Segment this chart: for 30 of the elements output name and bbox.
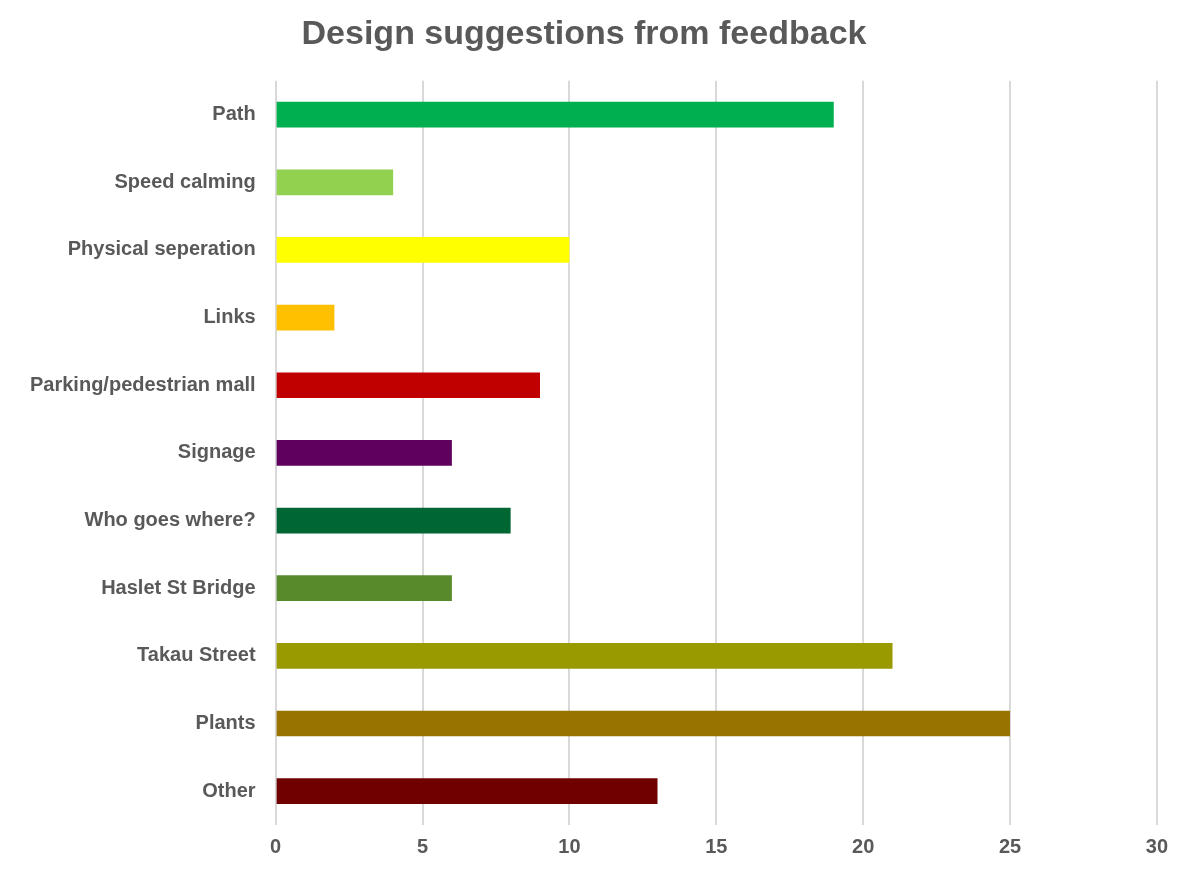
x-tick-label: 5	[416, 834, 429, 857]
x-tick-label: 10	[558, 834, 581, 857]
bar	[276, 710, 1010, 737]
y-tick-label: Signage	[177, 440, 256, 463]
y-tick-label: Links	[203, 305, 256, 328]
x-tick-label: 20	[852, 834, 875, 857]
y-tick-label: Plants	[195, 711, 256, 734]
x-tick-label: 30	[1145, 834, 1168, 857]
bar	[276, 575, 452, 602]
y-tick-label: Parking/pedestrian mall	[29, 372, 256, 395]
y-tick-label: Physical seperation	[67, 237, 256, 260]
x-tick-label: 15	[705, 834, 728, 857]
y-tick-label: Haslet St Bridge	[101, 575, 256, 598]
chart-title: Design suggestions from feedback	[301, 12, 867, 51]
bar	[276, 372, 541, 399]
bar	[276, 778, 658, 805]
bar	[276, 440, 452, 466]
bar	[276, 101, 834, 128]
bar	[276, 643, 893, 669]
x-tick-label: 25	[998, 834, 1022, 857]
bar	[276, 304, 335, 331]
x-tick-label: 0	[270, 834, 282, 857]
y-tick-label: Path	[212, 102, 256, 125]
y-tick-label: Other	[202, 778, 256, 801]
bar	[276, 507, 511, 534]
bar	[276, 169, 394, 196]
y-tick-label: Who goes where?	[84, 508, 256, 531]
bar	[276, 237, 570, 263]
y-tick-label: Takau Street	[137, 643, 256, 666]
y-tick-label: Speed calming	[114, 169, 256, 192]
